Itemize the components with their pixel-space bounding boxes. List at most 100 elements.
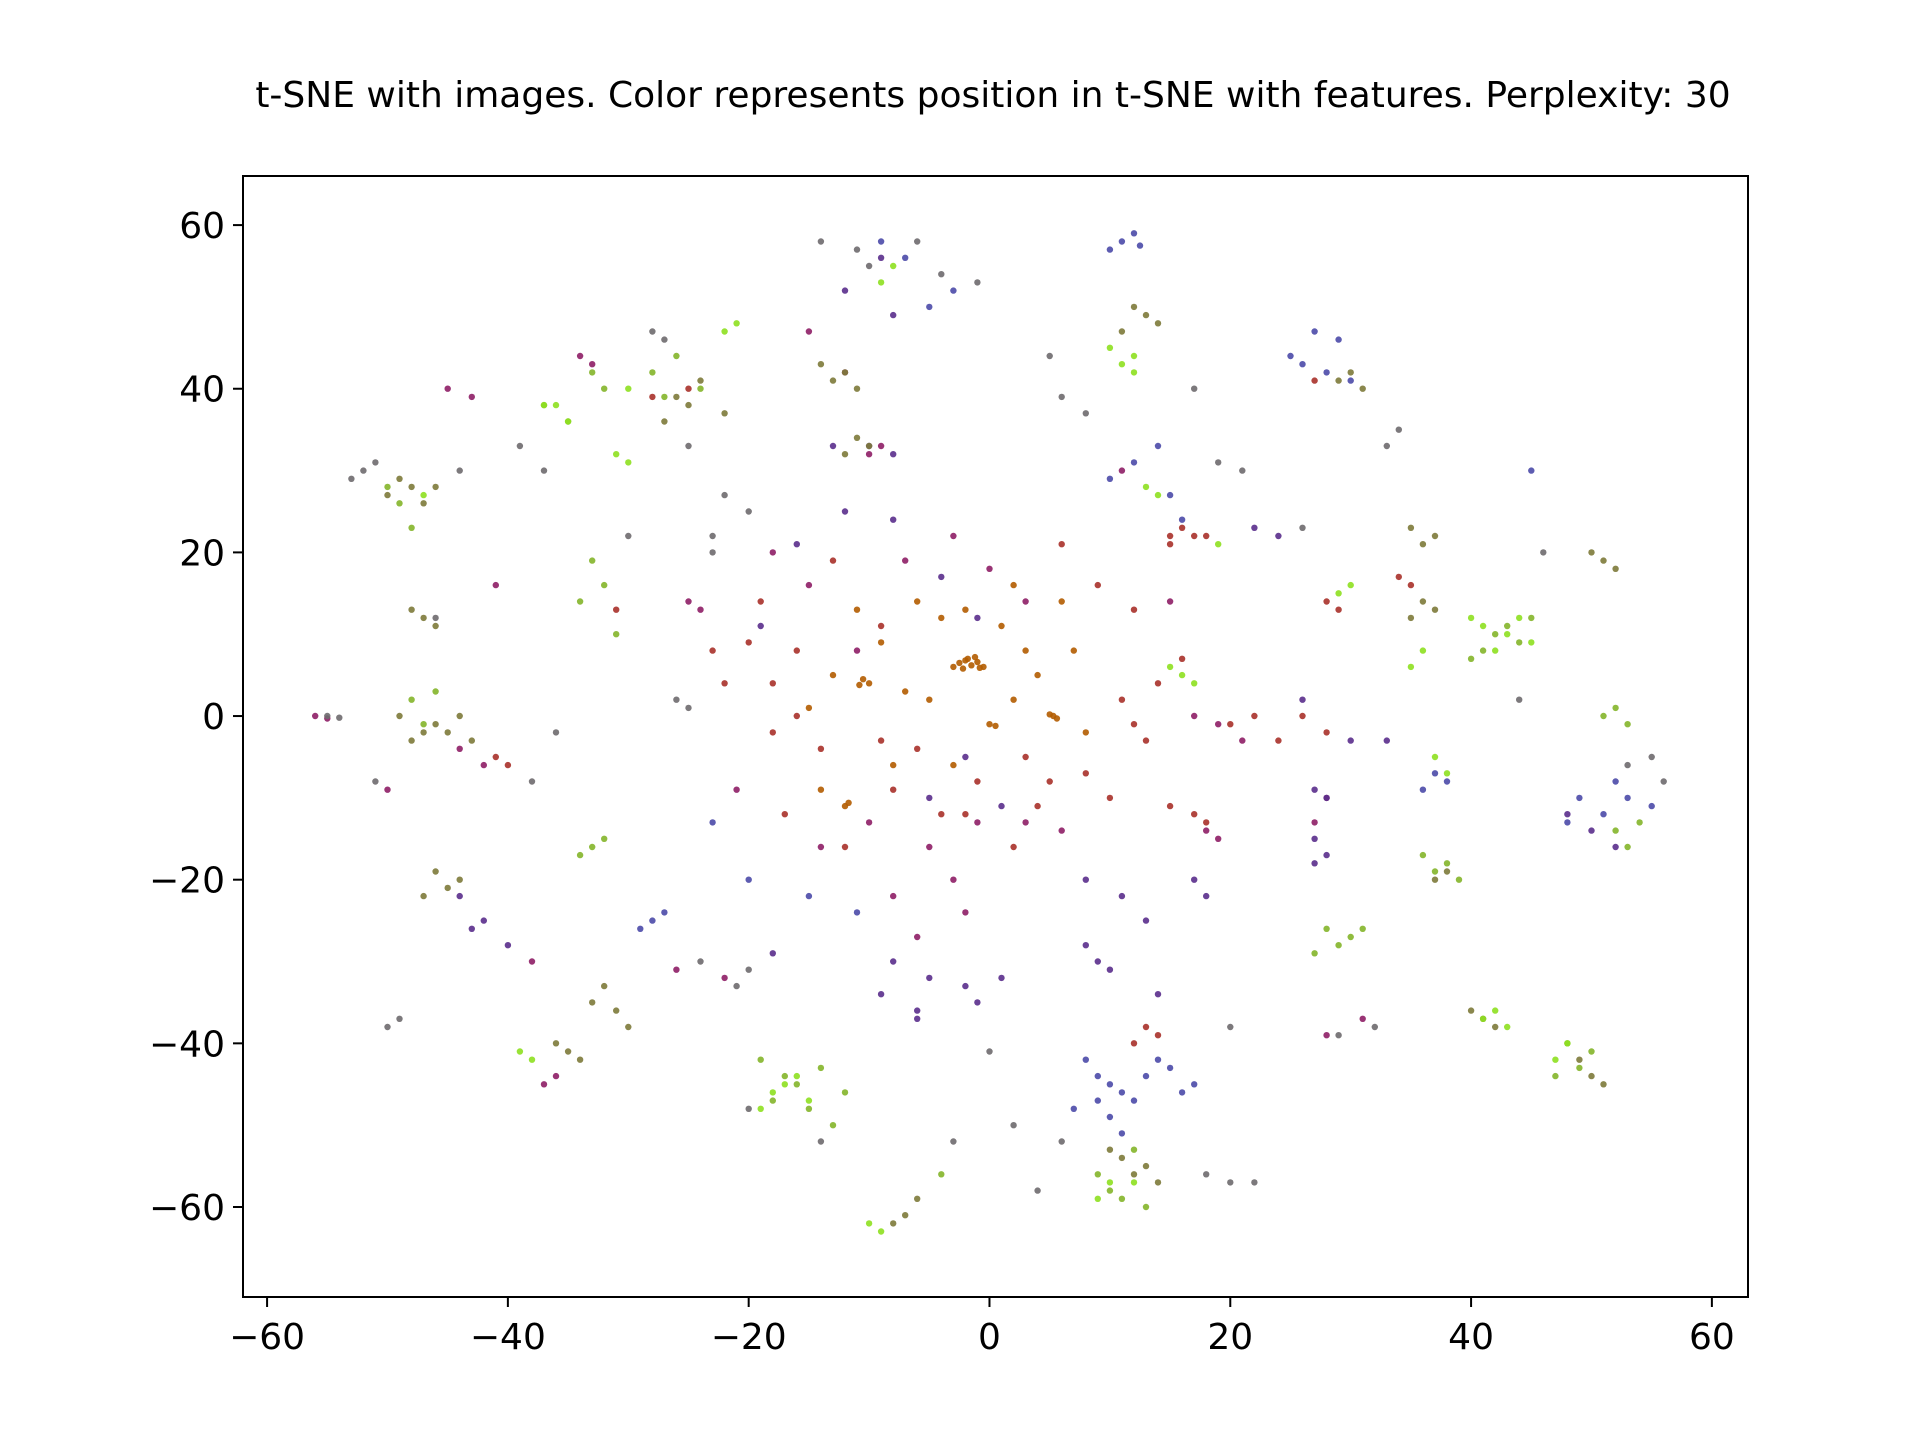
scatter-point-orange [986,721,993,728]
scatter-point-olive [1492,1023,1499,1031]
scatter-point-blue [649,917,656,924]
scatter-point-olive [1588,1072,1595,1080]
scatter-point-green [817,1064,825,1072]
scatter-point-blue [1287,352,1294,360]
scatter-point-green [396,500,403,507]
scatter-point-olive [853,385,861,392]
scatter-point-grey [661,336,668,343]
scatter-point-red [1227,721,1234,728]
scatter-point-grey [552,729,560,736]
scatter-point-red [817,745,825,752]
scatter-point-orange [964,655,971,662]
scatter-point-red [709,647,716,654]
scatter-point-orange [976,664,983,671]
scatter-point-magenta [962,909,969,916]
scatter-point-purple [1588,827,1595,834]
scatter-point-olive [1419,541,1427,548]
scatter-point-magenta [1359,1015,1366,1022]
scatter-point-grey [853,246,861,253]
scatter-point-green [1479,647,1487,654]
scatter-point-purple [504,942,512,949]
scatter-point-lime [540,401,548,409]
scatter-point-purple [757,622,764,630]
scatter-point-purple [914,1007,921,1014]
scatter-point-grey [1660,778,1667,785]
scatter-point-red [1191,811,1198,818]
scatter-point-olive [685,401,692,409]
scatter-point-grey [1395,426,1403,433]
scatter-point-blue [1178,1089,1186,1096]
scatter-point-magenta [1058,827,1065,834]
scatter-point-blue [1335,336,1342,343]
scatter-point-magenta [480,761,487,769]
scatter-point-magenta [1022,819,1029,826]
scatter-point-green [649,369,656,376]
scatter-point-magenta [673,966,680,973]
y-tick-label: 40 [179,370,225,411]
scatter-point-olive [1467,1007,1475,1014]
scatter-point-olive [1359,385,1366,392]
scatter-point-orange [805,704,813,712]
scatter-point-magenta [312,712,319,720]
scatter-point-grey [1299,524,1306,531]
scatter-point-red [1154,1032,1162,1039]
scatter-point-orange [1022,647,1029,654]
scatter-point-green [420,721,427,728]
scatter-point-lime [1178,671,1186,679]
scatter-point-green [408,524,415,531]
scatter-point-red [890,786,897,793]
scatter-point-purple [1311,860,1318,867]
scatter-point-olive [1600,557,1607,564]
scatter-point-orange [956,659,963,667]
scatter-point-olive [1407,524,1415,531]
scatter-point-magenta [384,786,391,793]
scatter-point-lime [793,1072,800,1080]
scatter-point-olive [673,393,680,401]
scatter-point-magenta [685,598,692,605]
scatter-point-grey [721,491,728,499]
scatter-point-blue [1118,238,1126,245]
scatter-point-red [1178,524,1186,531]
scatter-point-red [1323,598,1330,605]
scatter-point-magenta [817,843,825,851]
scatter-point-olive [853,434,861,441]
scatter-point-red [757,598,764,605]
scatter-point-purple [1347,737,1354,744]
scatter-point-lime [1479,622,1487,630]
scatter-point-red [1130,1040,1138,1047]
scatter-point-lime [613,451,620,458]
scatter-point-magenta [805,328,813,335]
scatter-point-orange [968,662,975,669]
scatter-point-grey [336,714,343,721]
scatter-point-purple [1612,843,1619,851]
scatter-point-red [1166,541,1174,548]
y-tick-label: 60 [179,206,225,247]
scatter-point-olive [420,729,427,736]
scatter-point-lime [1347,581,1354,589]
scatter-point-lime [1479,1015,1487,1022]
scatter-point-lime [1528,639,1535,646]
scatter-point-red [877,622,885,630]
scatter-point-olive [721,410,728,417]
plot-frame [242,175,1749,1298]
scatter-point-grey [1215,459,1222,466]
scatter-point-lime [420,491,427,499]
scatter-point-green [1588,1048,1595,1055]
scatter-point-green [1467,655,1475,662]
scatter-point-olive [1142,1162,1150,1170]
scatter-point-lime [1154,491,1162,499]
scatter-point-magenta [986,565,993,572]
scatter-point-grey [938,271,945,278]
scatter-point-lime [877,279,885,286]
scatter-point-grey [914,238,921,245]
scatter-point-green [1419,851,1427,859]
scatter-point-grey [685,704,692,712]
scatter-point-blue [1443,778,1451,785]
scatter-point-magenta [865,451,873,458]
scatter-point-grey [1082,410,1090,417]
scatter-point-orange [829,671,837,679]
scatter-point-red [1251,712,1258,720]
scatter-point-grey [360,467,367,474]
scatter-point-purple [468,925,475,932]
scatter-point-grey [1239,467,1246,474]
